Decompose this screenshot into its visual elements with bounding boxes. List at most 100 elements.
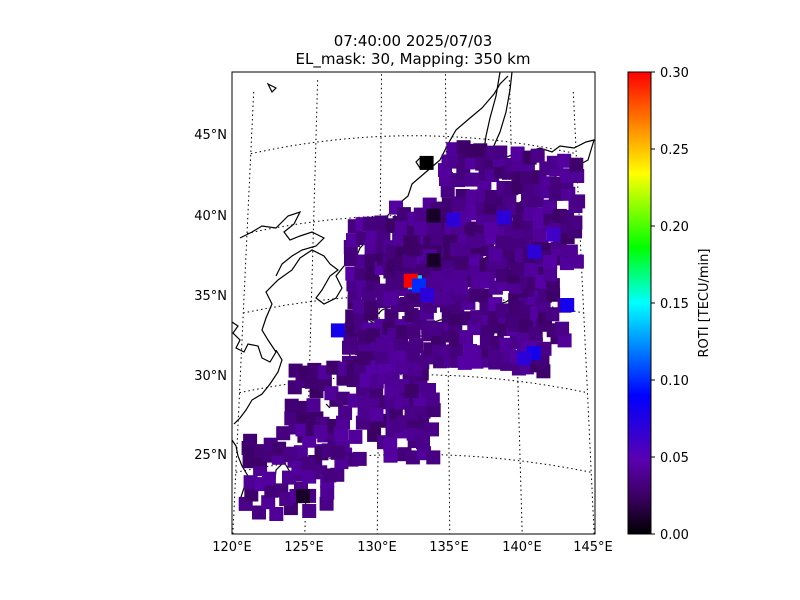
roti-cell xyxy=(546,227,561,242)
roti-cell xyxy=(394,221,409,236)
roti-cell xyxy=(334,427,349,442)
roti-cell xyxy=(543,267,558,282)
roti-cell xyxy=(419,155,434,170)
roti-cell xyxy=(425,422,439,437)
roti-cell xyxy=(524,262,539,277)
roti-cell xyxy=(296,489,310,504)
roti-cell xyxy=(465,172,479,187)
roti-cell xyxy=(467,262,482,277)
roti-cell xyxy=(517,351,532,366)
roti-cell xyxy=(364,239,379,254)
roti-cell xyxy=(301,456,316,471)
roti-cell xyxy=(543,255,558,269)
roti-cell xyxy=(284,398,299,413)
roti-cell xyxy=(354,266,369,281)
roti-cell xyxy=(449,343,464,358)
figure-title-line1: 07:40:00 2025/07/03 xyxy=(334,32,493,50)
roti-cell xyxy=(539,176,554,191)
roti-cell xyxy=(473,143,488,158)
roti-cell xyxy=(504,236,519,251)
colorbar-tick-label: 0.25 xyxy=(660,143,689,158)
roti-cell xyxy=(364,300,379,314)
roti-cell xyxy=(276,426,291,441)
roti-cell xyxy=(384,383,399,398)
roti-cell xyxy=(313,424,328,439)
colorbar-tick-label: 0.30 xyxy=(660,66,689,81)
roti-cell xyxy=(510,146,525,161)
y-tick-label: 35°N xyxy=(194,289,227,304)
roti-cell xyxy=(426,403,441,418)
roti-cell xyxy=(400,297,414,311)
roti-cell xyxy=(348,429,363,444)
roti-cell xyxy=(454,256,469,271)
roti-cell xyxy=(446,212,461,227)
roti-cell xyxy=(408,338,423,353)
roti-cell xyxy=(383,436,398,451)
roti-cell xyxy=(356,351,371,366)
roti-cell xyxy=(269,507,284,521)
roti-cell xyxy=(530,148,545,163)
roti-cell xyxy=(404,406,419,421)
colorbar-tick-label: 0.10 xyxy=(660,374,689,389)
roti-cell xyxy=(304,374,319,389)
roti-cell xyxy=(560,298,575,312)
roti-cell xyxy=(395,395,410,410)
roti-cell xyxy=(394,337,409,352)
y-tick-label: 30°N xyxy=(194,369,227,384)
roti-cell xyxy=(569,157,584,172)
colorbar-tick-marks xyxy=(651,71,655,535)
colorbar-label: ROTI [TECU/min] xyxy=(697,249,712,358)
roti-cell xyxy=(330,467,345,482)
roti-cell xyxy=(319,496,334,511)
x-tick-label: 125°E xyxy=(284,540,324,555)
roti-cell xyxy=(344,252,358,267)
roti-cell xyxy=(330,445,345,460)
roti-cell xyxy=(497,210,511,225)
colorbar-ticks: 0.00 0.05 0.10 0.15 0.20 0.25 0.30 xyxy=(660,66,689,543)
y-tick-label: 45°N xyxy=(194,128,227,143)
coastline-yellow-sea xyxy=(239,210,326,277)
roti-cell xyxy=(493,145,508,160)
roti-cell xyxy=(404,384,419,398)
y-tick-label: 40°N xyxy=(194,209,227,224)
x-tick-label: 135°E xyxy=(429,540,469,555)
roti-cell xyxy=(557,153,572,168)
colorbar-tick-label: 0.00 xyxy=(660,528,689,543)
roti-cell xyxy=(532,228,547,243)
roti-cell xyxy=(261,495,276,510)
roti-cell xyxy=(568,215,583,230)
roti-cell xyxy=(484,222,498,237)
roti-cell xyxy=(369,407,384,422)
x-tick-labels: 120°E 125°E 130°E 135°E 140°E 145°E xyxy=(212,540,613,555)
roti-cell xyxy=(406,324,421,339)
roti-cell xyxy=(571,194,586,209)
x-tick-label: 145°E xyxy=(573,540,613,555)
roti-cell xyxy=(557,333,572,348)
coastline-liaodong xyxy=(266,82,278,94)
colorbar-tick-label: 0.20 xyxy=(660,220,689,235)
graticule-line xyxy=(508,78,523,534)
roti-cell xyxy=(536,364,551,379)
roti-cell xyxy=(243,433,258,448)
map-panel xyxy=(232,72,595,534)
roti-cell xyxy=(426,208,441,223)
roti-cell xyxy=(467,321,482,336)
roti-cell xyxy=(383,291,398,306)
roti-cell xyxy=(420,288,435,303)
roti-cell xyxy=(405,450,420,465)
roti-cell xyxy=(293,445,308,460)
roti-cell xyxy=(426,253,441,268)
roti-cell xyxy=(537,341,552,356)
roti-cell xyxy=(306,398,321,413)
roti-cell xyxy=(495,268,510,282)
roti-cell xyxy=(330,323,345,338)
roti-cells xyxy=(238,140,586,521)
roti-cell xyxy=(555,321,570,336)
roti-cell xyxy=(488,247,503,262)
x-tick-label: 120°E xyxy=(212,540,252,555)
roti-cell xyxy=(243,475,258,490)
roti-cell xyxy=(338,406,353,420)
roti-cell xyxy=(452,268,467,283)
roti-cell xyxy=(449,242,464,257)
